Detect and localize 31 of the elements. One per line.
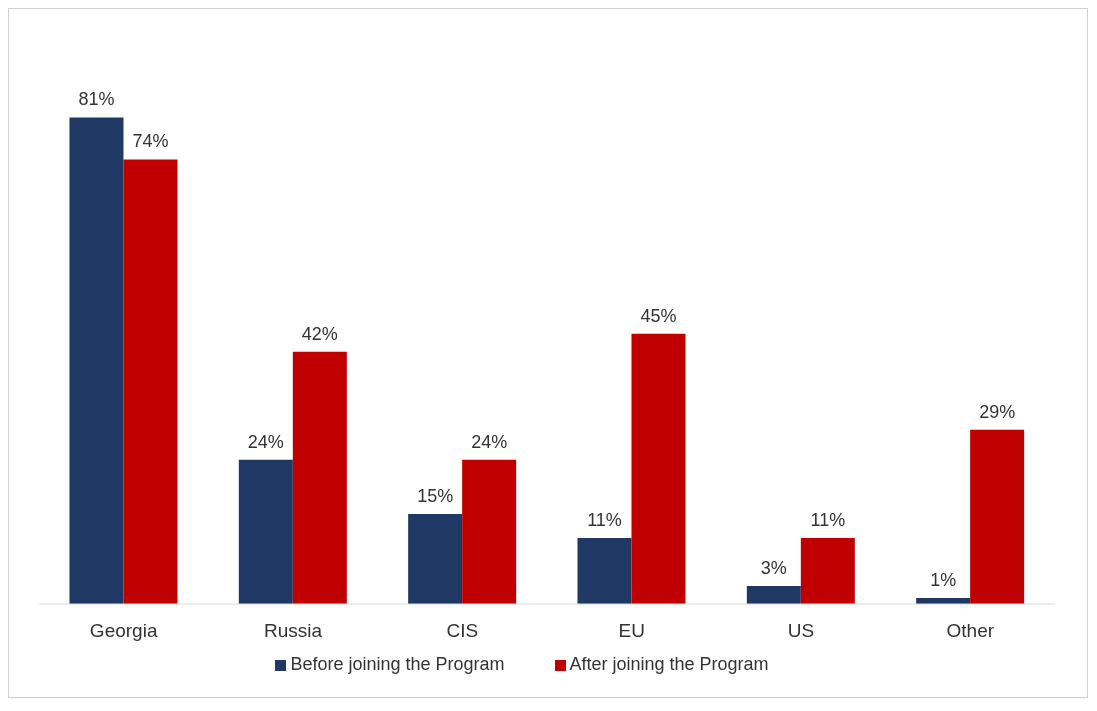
bar xyxy=(746,585,801,604)
bar xyxy=(800,537,855,604)
x-tick-label: CIS xyxy=(446,620,479,642)
legend-label: After joining the Program xyxy=(569,654,769,674)
x-tick-label: Russia xyxy=(263,620,323,642)
x-tick-label: Other xyxy=(946,620,995,642)
legend-label: Before joining the Program xyxy=(290,654,505,674)
bar xyxy=(123,159,178,604)
data-label: 81% xyxy=(78,89,115,110)
data-label: 1% xyxy=(930,569,957,590)
x-tick-label: EU xyxy=(618,620,645,642)
data-label: 11% xyxy=(810,509,846,530)
data-label: 24% xyxy=(471,431,508,452)
bar xyxy=(69,117,124,604)
bar xyxy=(577,537,632,604)
x-tick-label: Georgia xyxy=(89,620,158,642)
data-label: 45% xyxy=(640,305,677,326)
data-label: 3% xyxy=(760,557,787,578)
bar xyxy=(631,333,686,604)
bar xyxy=(970,429,1025,604)
bar xyxy=(462,459,517,604)
x-tick-label: US xyxy=(787,620,815,642)
bar xyxy=(292,351,347,604)
data-label: 24% xyxy=(247,431,284,452)
bar xyxy=(408,513,463,604)
data-label: 42% xyxy=(301,323,338,344)
data-label: 15% xyxy=(417,485,454,506)
data-label: 74% xyxy=(132,131,169,152)
data-label: 11% xyxy=(587,509,622,530)
bar xyxy=(238,459,293,604)
data-label: 29% xyxy=(979,401,1016,422)
